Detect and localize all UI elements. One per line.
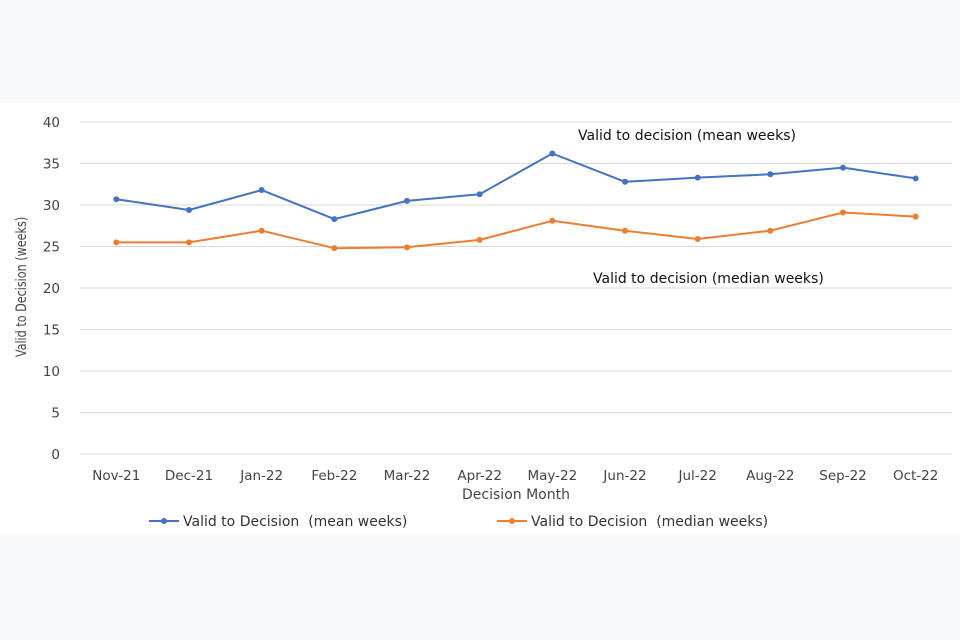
series-line-mean — [116, 152, 916, 221]
x-tick-label: Jun-22 — [602, 468, 646, 484]
x-tick-label: Jul-22 — [677, 468, 716, 484]
x-tick-label: Dec-21 — [165, 468, 213, 484]
x-tick-label: Mar-22 — [384, 468, 431, 484]
legend-marker-mean — [161, 518, 167, 524]
y-axis-ticks: 0 5 10 15 20 25 30 35 40 — [43, 115, 60, 463]
data-point-median — [186, 239, 192, 246]
legend-marker-median — [509, 518, 515, 524]
x-axis-ticks: Nov-21 Dec-21 Jan-22 Feb-22 Mar-22 Apr-22 May-… — [92, 468, 938, 484]
gridlines — [80, 121, 952, 455]
data-point-median — [549, 217, 556, 224]
y-axis-title: Valid to Decision (weeks) — [13, 217, 30, 357]
x-tick-label: Aug-22 — [746, 468, 794, 484]
x-tick-label: Feb-22 — [311, 468, 357, 484]
chart-panel: 0 5 10 15 20 25 30 35 40 Nov-21 Dec-21 Jan-22 Feb-2… — [0, 103, 960, 535]
legend-item-median: Valid to Decision (median weeks) — [497, 514, 768, 530]
y-tick-label: 40 — [43, 115, 60, 131]
data-point-median — [258, 227, 265, 234]
legend-item-mean: Valid to Decision (mean weeks) — [149, 514, 407, 530]
x-tick-label: May-22 — [527, 468, 577, 484]
x-tick-label: Oct-22 — [893, 468, 938, 484]
data-point-median — [476, 236, 483, 243]
data-point-mean — [404, 197, 410, 204]
y-tick-label: 35 — [43, 157, 60, 173]
legend-label-median: Valid to Decision (median weeks) — [531, 514, 768, 530]
data-point-mean — [331, 216, 338, 223]
data-point-median — [622, 227, 628, 234]
x-tick-label: Apr-22 — [457, 468, 502, 484]
y-tick-label: 30 — [43, 198, 60, 214]
legend-label-mean: Valid to Decision (mean weeks) — [183, 514, 407, 530]
x-tick-label: Jan-22 — [239, 468, 283, 484]
data-point-median — [113, 239, 120, 246]
y-tick-label: 0 — [51, 447, 60, 463]
annotation-mean: Valid to decision (mean weeks) — [578, 128, 796, 144]
legend: Valid to Decision (mean weeks) Valid to … — [149, 514, 768, 530]
data-point-mean — [186, 206, 192, 213]
y-tick-label: 15 — [43, 323, 60, 339]
data-point-mean — [476, 191, 483, 198]
x-tick-label: Nov-21 — [92, 468, 140, 484]
data-point-mean — [258, 187, 265, 194]
data-point-mean — [549, 150, 556, 157]
annotation-median: Valid to decision (median weeks) — [593, 271, 824, 287]
line-chart: 0 5 10 15 20 25 30 35 40 Nov-21 Dec-21 Jan-22 Feb-2… — [13, 115, 952, 530]
data-point-mean — [840, 164, 846, 171]
data-point-mean — [694, 174, 701, 181]
data-point-mean — [622, 178, 628, 185]
y-tick-label: 5 — [51, 406, 60, 422]
x-tick-label: Sep-22 — [819, 468, 867, 484]
y-tick-label: 10 — [43, 364, 60, 380]
data-point-mean — [912, 175, 919, 182]
y-tick-label: 20 — [43, 281, 60, 297]
data-point-median — [840, 209, 846, 216]
series-lines — [113, 150, 919, 252]
data-point-median — [331, 245, 338, 252]
data-point-median — [694, 236, 701, 243]
data-point-mean — [767, 171, 774, 178]
x-axis-title: Decision Month — [462, 487, 570, 503]
y-tick-label: 25 — [43, 240, 60, 256]
data-point-median — [404, 244, 410, 251]
data-point-median — [912, 213, 919, 220]
data-point-mean — [113, 196, 120, 203]
data-point-median — [767, 227, 774, 234]
series-line-median — [116, 211, 916, 250]
